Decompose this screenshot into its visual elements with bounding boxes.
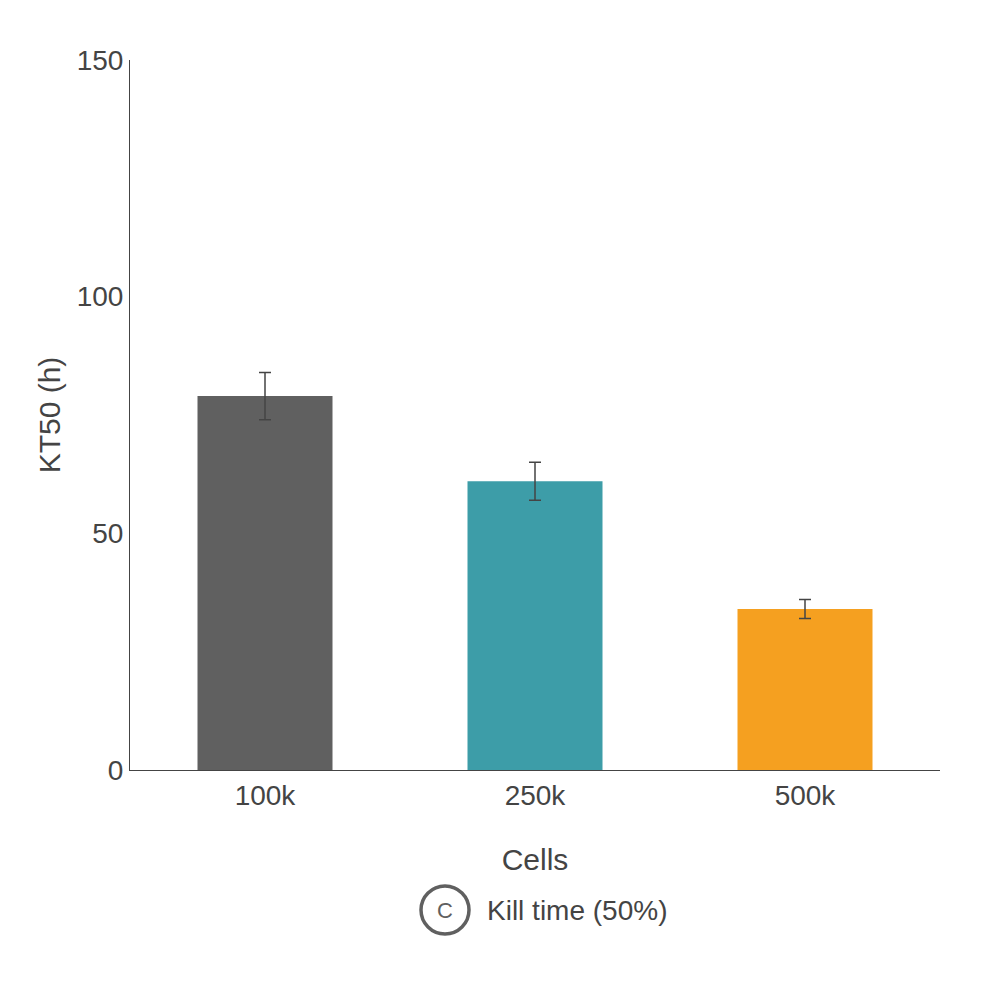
svg-text:Kill time (50%): Kill time (50%) <box>487 895 667 926</box>
svg-text:150: 150 <box>77 45 124 76</box>
svg-text:0: 0 <box>108 755 124 786</box>
svg-text:Cells: Cells <box>502 843 569 876</box>
svg-text:100k: 100k <box>235 780 297 811</box>
svg-text:100: 100 <box>77 281 124 312</box>
svg-text:250k: 250k <box>505 780 567 811</box>
svg-text:C: C <box>437 898 453 923</box>
svg-text:KT50 (h): KT50 (h) <box>33 357 66 474</box>
svg-text:500k: 500k <box>775 780 837 811</box>
svg-text:50: 50 <box>92 518 123 549</box>
